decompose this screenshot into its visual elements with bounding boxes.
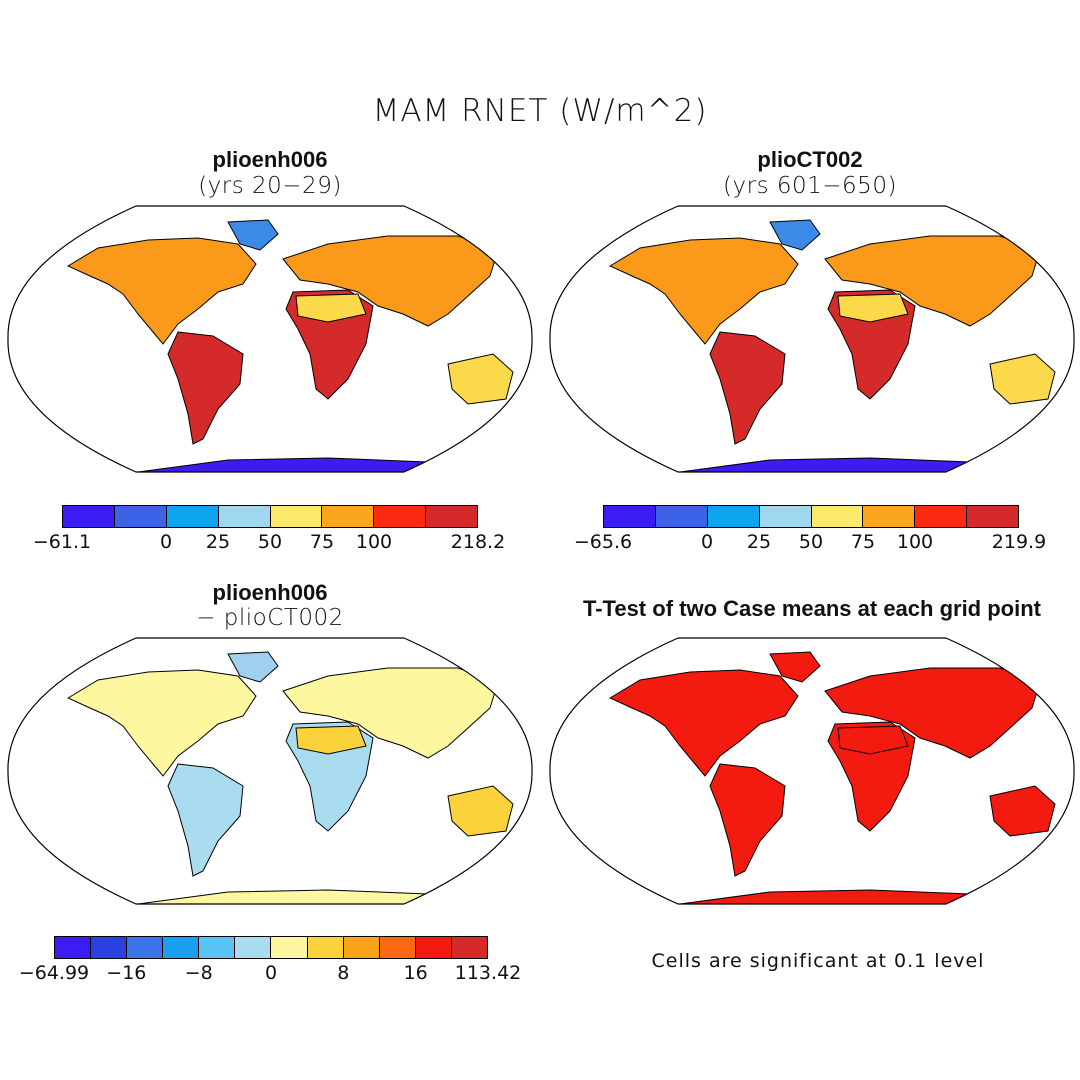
sahara-landmass [295,725,367,755]
colorbar-tick-label: 0 [264,962,278,984]
panel1-title: plioenh006 [212,147,328,172]
colorbar-bar [54,936,488,959]
colorbar-cell [707,506,760,527]
colorbar-cell [307,937,344,958]
panel3-colorbar: −64.99 −16 −8 0 8 16 113.42 [19,936,521,984]
colorbar-cell [343,937,380,958]
colorbar-cell [166,506,219,527]
panel3-title: plioenh006 [212,580,328,605]
colorbar-tick-label: 25 [746,531,772,553]
colorbar-cell [270,506,323,527]
panel2-title: plioCT002 [757,147,863,172]
sahara-landmass [295,293,367,323]
colorbar-cell [163,937,200,958]
panel1-map [7,205,533,473]
europe-asia-landmass [824,667,1041,759]
colorbar-tick-label: 219.9 [991,531,1047,553]
south-america-landmass [709,331,786,445]
colorbar-cell [655,506,708,527]
panel1-subtitle: (yrs 20−29) [198,173,342,199]
australia-landmass [447,785,514,837]
colorbar-cell [127,937,164,958]
colorbar-tick-label: −65.6 [573,531,633,553]
colorbar-cell [915,506,968,527]
colorbar-tick-label: 16 [403,962,428,984]
colorbar-tick-label: −8 [184,962,213,984]
europe-asia-landmass [282,235,499,327]
greenland-landmass [769,219,821,251]
colorbar-cell [811,506,864,527]
australia-landmass [989,353,1056,405]
colorbar-tick-label: 0 [159,531,173,553]
colorbar-cell [271,937,308,958]
colorbar-cell [114,506,167,527]
europe-asia-landmass [824,235,1041,327]
colorbar-cell [374,506,427,527]
colorbar-tick-label: 113.42 [454,962,522,984]
colorbar-tick-label: −61.1 [32,531,92,553]
sahara-landmass [837,725,909,755]
panel4-note: Cells are significant at 0.1 level [651,950,985,972]
map-outline [549,637,1075,905]
south-america-landmass [167,763,244,877]
colorbar-cell [55,937,92,958]
panel4-map [549,637,1075,905]
colorbar-tick-label: −16 [106,962,147,984]
north-america-landmass [66,237,257,345]
north-america-landmass [66,669,257,777]
south-america-landmass [709,763,786,877]
colorbar-tick-label: 50 [798,531,824,553]
north-america-landmass [608,237,799,345]
europe-asia-landmass [282,667,499,759]
colorbar-cell [199,937,236,958]
colorbar-cell [415,937,452,958]
greenland-landmass [769,651,821,683]
colorbar-bar [62,505,478,528]
figure-title: MAM RNET (W/m^2) [372,93,708,129]
colorbar-tick-label: −64.99 [18,962,90,984]
map-outline [549,205,1075,473]
colorbar-tick-label: 0 [700,531,714,553]
colorbar-cell [759,506,812,527]
colorbar-tick-label: 75 [309,531,335,553]
australia-landmass [989,785,1056,837]
panel2-subtitle: (yrs 601−650) [723,173,897,199]
panel2-colorbar: −65.6 0 25 50 75 100 219.9 [574,505,1046,553]
colorbar-cell [604,506,656,527]
colorbar-tick-label: 50 [257,531,283,553]
map-outline [7,205,533,473]
panel4-title: T-Test of two Case means at each grid po… [582,596,1041,621]
panel2-map [549,205,1075,473]
north-america-landmass [608,669,799,777]
colorbar-cell [63,506,115,527]
colorbar-tick-label: 8 [337,962,350,984]
colorbar-tick-label: 25 [205,531,231,553]
colorbar-cell [235,937,272,958]
panel3-subtitle: − plioCT002 [196,605,344,631]
sahara-landmass [837,293,909,323]
colorbar-cell [379,937,416,958]
greenland-landmass [227,651,279,683]
colorbar-cell [322,506,375,527]
australia-landmass [447,353,514,405]
panel1-colorbar: −61.1 0 25 50 75 100 218.2 [33,505,505,553]
colorbar-cell [426,506,477,527]
colorbar-cell [218,506,271,527]
colorbar-cell [863,506,916,527]
map-outline [7,637,533,905]
south-america-landmass [167,331,244,445]
colorbar-tick-label: 100 [355,531,393,553]
panel3-map [7,637,533,905]
colorbar-bar [603,505,1019,528]
greenland-landmass [227,219,279,251]
colorbar-tick-label: 100 [896,531,934,553]
colorbar-cell [967,506,1018,527]
colorbar-cell [451,937,487,958]
colorbar-tick-label: 75 [850,531,876,553]
colorbar-tick-label: 218.2 [450,531,506,553]
colorbar-cell [91,937,128,958]
